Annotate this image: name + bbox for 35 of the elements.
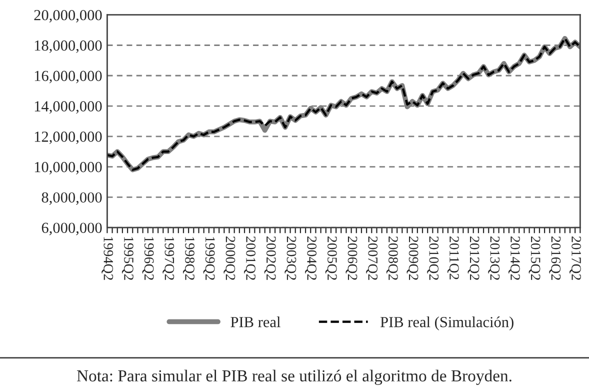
x-tick-label: 1997Q2 [162,237,174,280]
x-tick-label: 2013Q2 [488,236,500,280]
x-tick-label: 1996Q2 [142,237,154,280]
y-tick-label: 16,000,000 [34,70,102,84]
x-tick-label: 1999Q2 [203,237,215,280]
x-tick-label: 2017Q2 [569,236,581,280]
x-tick-label: 2008Q2 [386,236,398,280]
y-tick-label: 14,000,000 [34,101,102,114]
x-tick-label: 2002Q2 [264,236,276,280]
y-tick-label: 6,000,000 [42,222,102,236]
x-tick-label: 2007Q2 [366,236,378,280]
x-tick-label: 2006Q2 [346,236,358,280]
y-tick-label: 10,000,000 [34,162,102,174]
y-tick-label: 18,000,000 [34,40,102,53]
x-tick-label: 2011Q2 [447,236,459,280]
y-tick-label: 12,000,000 [34,132,102,144]
x-tick-label: 2014Q2 [508,236,520,280]
x-tick-label: 2004Q2 [305,236,317,280]
x-tick-label: 2012Q2 [468,236,480,280]
x-tick-label: 1994Q2 [102,237,114,280]
x-tick-label: 2010Q2 [427,236,439,280]
x-tick-label: 1998Q2 [182,237,194,280]
y-tick-label: 20,000,000 [34,10,102,23]
legend-label: PIB real [230,316,280,328]
y-tick-label: 8,000,000 [42,192,102,205]
x-tick-label: 1995Q2 [122,237,134,280]
x-tick-label: 2009Q2 [406,236,418,280]
x-tick-label: 2000Q2 [224,236,236,280]
x-tick-label: 2015Q2 [528,236,540,280]
x-tick-label: 2001Q2 [244,236,256,280]
x-tick-label: 2016Q2 [549,236,561,280]
legend-label: PIB real (Simulación) [380,316,514,330]
x-tick-label: 2005Q2 [325,236,337,280]
x-tick-label: 2003Q2 [284,236,296,280]
text: Nota: Para simular el PIB real se utilizó el algoritmo de Broyden. [76,370,512,385]
